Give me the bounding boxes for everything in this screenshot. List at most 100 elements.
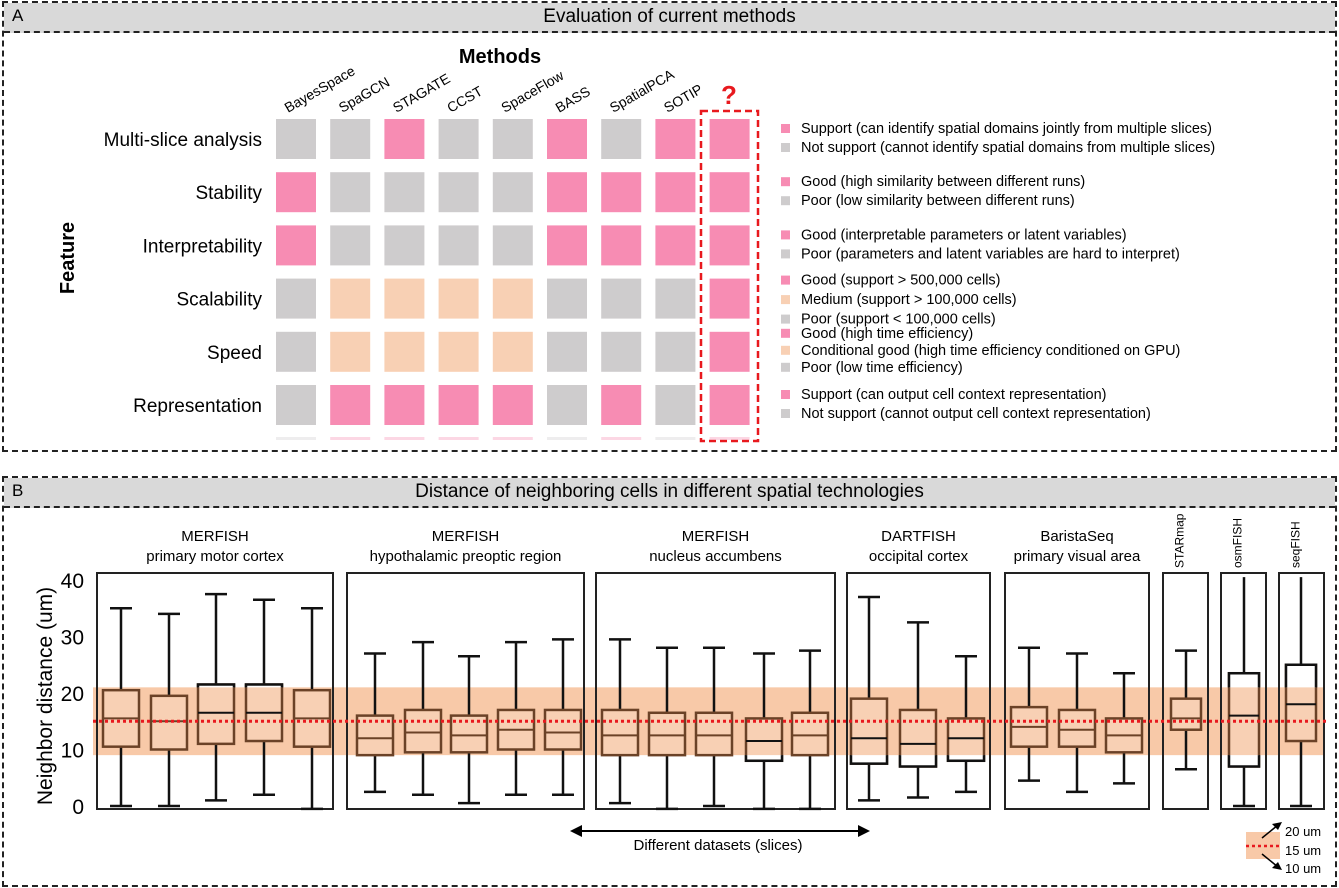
grid-cell-edge xyxy=(330,437,371,440)
box-low-edge xyxy=(744,755,784,763)
legend-swatch xyxy=(781,230,790,240)
legend-swatch xyxy=(781,390,790,399)
grid-cell xyxy=(601,225,642,266)
grid-cell xyxy=(492,119,533,159)
dataset-title: MERFISH xyxy=(432,528,500,545)
box-iqr xyxy=(449,714,489,754)
legend-text: Not support (cannot identify spatial dom… xyxy=(801,140,1215,156)
dataset-subtitle: primary visual area xyxy=(1014,548,1141,565)
grid-cell xyxy=(655,119,696,159)
y-tick-label: 0 xyxy=(72,796,84,819)
box-plot xyxy=(1104,671,1144,785)
grid-cell xyxy=(492,331,533,372)
grid-cell xyxy=(601,278,642,319)
grid-cell xyxy=(438,172,479,213)
grid-cell xyxy=(709,172,750,213)
dataset-frame xyxy=(346,572,585,810)
legend-swatch xyxy=(781,143,790,152)
feature-name: Scalability xyxy=(176,290,262,311)
box-iqr xyxy=(196,683,236,746)
grid-cell-edge xyxy=(547,437,587,440)
legend-swatch xyxy=(781,314,790,324)
box-plot xyxy=(946,655,986,794)
box-plot xyxy=(1009,646,1049,782)
grid-cell xyxy=(601,331,642,372)
panel-a: A Evaluation of current methods xyxy=(2,1,1337,452)
legend-text: Poor (low time efficiency) xyxy=(801,360,963,376)
legend-swatch xyxy=(781,124,790,133)
y-tick-label: 40 xyxy=(61,570,84,593)
box-plot xyxy=(196,592,236,802)
dataset-subtitle: primary motor cortex xyxy=(146,548,284,565)
box-plot xyxy=(600,638,640,805)
feature-name: Representation xyxy=(133,396,262,417)
dataset-title: STARmap xyxy=(1173,513,1187,568)
band-legend xyxy=(1246,822,1282,870)
y-tick-label: 30 xyxy=(61,627,84,650)
legend-text: Good (high similarity between different … xyxy=(801,174,1085,190)
panel-b: B Distance of neighboring cells in diffe… xyxy=(2,476,1337,887)
box-plot xyxy=(647,646,687,811)
grid-cell xyxy=(547,172,587,213)
panel-b-header: B Distance of neighboring cells in diffe… xyxy=(4,478,1335,508)
dataset-title: MERFISH xyxy=(682,528,750,545)
question-mark: ? xyxy=(721,80,737,110)
grid-cell-edge xyxy=(601,437,642,440)
box-low-edge xyxy=(946,755,986,763)
datasets-arrow-label: Different datasets (slices) xyxy=(634,837,803,854)
box-plot xyxy=(694,646,734,808)
legend-text: Not support (cannot output cell context … xyxy=(801,406,1151,422)
dataset-title: MERFISH xyxy=(181,528,249,545)
grid-cell xyxy=(547,385,587,425)
legend-swatch xyxy=(781,196,790,206)
legend-text: Good (high time efficiency) xyxy=(801,326,973,342)
panel-a-letter: A xyxy=(12,6,24,25)
grid-cell xyxy=(384,278,425,319)
feature-name: Interpretability xyxy=(143,236,263,257)
y-axis: 0 10 20 30 40 xyxy=(61,570,84,819)
box-iqr xyxy=(600,708,640,757)
grid-cell xyxy=(276,385,316,425)
grid-cell xyxy=(547,225,587,266)
grid-cell xyxy=(547,119,587,159)
box-plot xyxy=(1057,652,1097,794)
datasets-arrow xyxy=(570,825,870,837)
dataset-title: DARTFISH xyxy=(881,528,956,545)
feature-name: Multi-slice analysis xyxy=(104,130,262,151)
y-axis-label: Neighbor distance (um) xyxy=(34,587,57,805)
box-iqr xyxy=(543,708,583,751)
dataset-frame xyxy=(1220,572,1267,810)
box-plot xyxy=(403,640,443,796)
grid-cell xyxy=(384,172,425,213)
method-label: STAGATE xyxy=(390,70,453,115)
legend-text: Medium (support > 100,000 cells) xyxy=(801,292,1017,308)
grid-cell xyxy=(330,331,371,372)
grid-cell xyxy=(330,278,371,319)
feature-name: Speed xyxy=(207,343,262,364)
panel-a-header: A Evaluation of current methods xyxy=(4,3,1335,33)
legend-text: Support (can output cell context represe… xyxy=(801,387,1106,403)
legend-text: Poor (support < 100,000 cells) xyxy=(801,312,996,328)
legend-swatch xyxy=(781,345,790,355)
grid-cell xyxy=(384,385,425,425)
grid-cell xyxy=(655,385,696,425)
box-iqr xyxy=(1057,708,1097,748)
panel-b-title: Distance of neighboring cells in differe… xyxy=(415,481,924,502)
box-high-edge xyxy=(196,683,236,688)
band-legend-middle: 15 um xyxy=(1285,843,1321,858)
box-plot xyxy=(790,649,830,811)
box-low-edge xyxy=(849,755,889,765)
legend-swatch xyxy=(781,275,790,285)
legend-text: Poor (parameters and latent variables ar… xyxy=(801,246,1180,262)
feature-legends: Support (can identify spatial domains jo… xyxy=(781,121,1215,422)
grid-cell xyxy=(709,119,750,159)
dataset-subtitle: nucleus accumbens xyxy=(649,548,782,565)
method-label: CCST xyxy=(444,82,485,115)
grid-cell xyxy=(655,172,696,213)
box-iqr xyxy=(149,694,189,751)
grid-cell xyxy=(330,119,371,159)
dataset-frame xyxy=(96,572,334,810)
grid-cell xyxy=(276,331,316,372)
grid-cell xyxy=(276,225,316,266)
